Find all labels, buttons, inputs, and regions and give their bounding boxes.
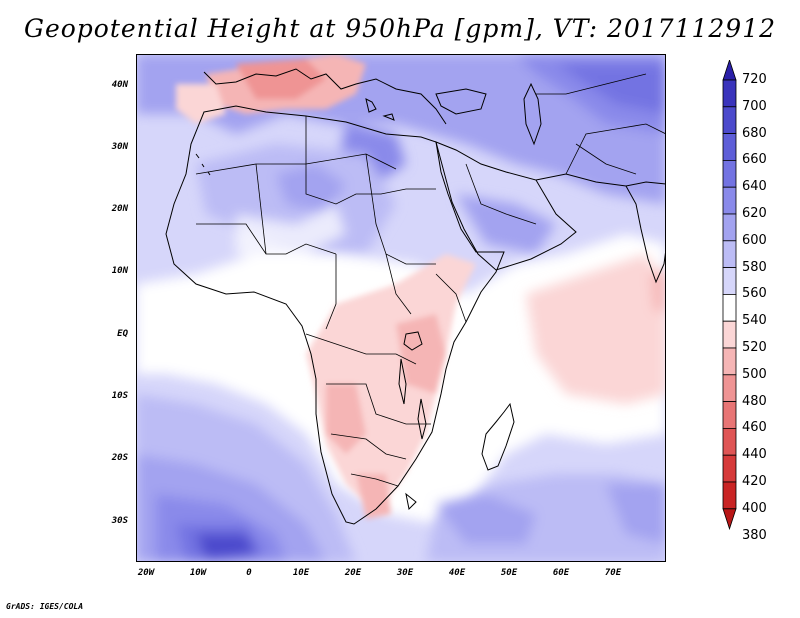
colorbar-label: 400 bbox=[742, 500, 767, 516]
colorbar-label: 520 bbox=[742, 340, 767, 355]
colorbar-swatch bbox=[722, 106, 737, 134]
lon-label-0: 0 bbox=[246, 568, 252, 578]
lon-label-10w: 10W bbox=[189, 568, 207, 578]
madagascar-coastline bbox=[481, 402, 515, 471]
lon-label-20e: 20E bbox=[344, 568, 362, 578]
colorbar-swatch bbox=[722, 186, 737, 215]
colorbar-bottom-arrow bbox=[722, 508, 737, 531]
colorbar-swatch bbox=[722, 133, 737, 161]
colorbar-label: 640 bbox=[742, 179, 767, 195]
map-title: Geopotential Height at 950hPa [gpm], VT:… bbox=[23, 14, 777, 43]
colorbar-label: 540 bbox=[742, 313, 767, 329]
map-frame bbox=[136, 54, 666, 562]
colorbar-swatch bbox=[722, 347, 737, 376]
colorbar-swatch bbox=[722, 374, 737, 402]
lake-victoria bbox=[403, 331, 423, 351]
colorbar-label: 680 bbox=[742, 125, 767, 141]
lat-label-10s: 10S bbox=[111, 391, 128, 401]
iran-coastline bbox=[535, 173, 666, 187]
colorbar-label: 720 bbox=[742, 72, 767, 87]
lake-tanganyika bbox=[398, 358, 407, 405]
colorbar-label: 420 bbox=[742, 474, 767, 489]
lat-label-20n: 20N bbox=[111, 204, 128, 214]
black-sea-coastline bbox=[435, 88, 487, 115]
lat-label-10n: 10N bbox=[111, 266, 128, 276]
colorbar-label: 660 bbox=[742, 152, 767, 168]
lon-label-10e: 10E bbox=[292, 568, 310, 578]
india-coastline bbox=[625, 185, 666, 284]
lake-malawi bbox=[417, 398, 427, 440]
lat-label-eq: EQ bbox=[117, 329, 128, 339]
field-south-blue bbox=[136, 394, 666, 562]
colorbar-swatch bbox=[722, 481, 737, 510]
colorbar-label: 600 bbox=[742, 232, 767, 248]
lon-label-60e: 60E bbox=[552, 568, 570, 578]
coastlines bbox=[165, 68, 666, 525]
lon-label-20w: 20W bbox=[137, 568, 155, 578]
arabia-coastline bbox=[435, 141, 577, 271]
colorbar-swatch bbox=[722, 427, 737, 456]
grads-credit: GrADS: IGES/COLA bbox=[6, 602, 84, 611]
lon-label-30e: 30E bbox=[396, 568, 414, 578]
lat-label-30s: 30S bbox=[111, 516, 128, 526]
lat-label-20s: 20S bbox=[111, 453, 128, 463]
colorbar-swatch bbox=[722, 240, 737, 269]
caspian-coastline bbox=[523, 82, 542, 146]
colorbar-label: 460 bbox=[742, 420, 767, 436]
colorbar-swatch bbox=[722, 213, 737, 242]
colorbar-swatch bbox=[722, 454, 737, 483]
field-europe-red bbox=[176, 54, 366, 124]
lat-label-40n: 40N bbox=[111, 80, 128, 90]
colorbar-swatch bbox=[722, 320, 737, 349]
lat-label-30n: 30N bbox=[111, 142, 128, 152]
field-indian-ocean-red bbox=[526, 254, 666, 404]
colorbar-top-arrow bbox=[722, 60, 737, 81]
colorbar-label: 620 bbox=[742, 206, 767, 221]
lon-label-40e: 40E bbox=[448, 568, 466, 578]
europe-coastline bbox=[203, 68, 447, 125]
colorbar-swatch bbox=[722, 293, 737, 322]
lon-label-70e: 70E bbox=[604, 568, 622, 578]
colorbar-label: 580 bbox=[742, 259, 767, 275]
colorbar-swatch bbox=[722, 267, 737, 295]
colorbar-label: 700 bbox=[742, 98, 767, 114]
colorbar-label: 560 bbox=[742, 286, 767, 302]
geopotential-map bbox=[136, 54, 666, 562]
colorbar-swatch bbox=[722, 79, 737, 108]
colorbar-label: 380 bbox=[742, 527, 767, 543]
colorbar-swatch bbox=[722, 401, 737, 429]
lon-label-50e: 50E bbox=[500, 568, 518, 578]
colorbar-label: 480 bbox=[742, 393, 767, 409]
colorbar-label: 440 bbox=[742, 447, 767, 463]
colorbar-swatch bbox=[722, 160, 737, 188]
colorbar bbox=[722, 60, 737, 531]
colorbar-label: 500 bbox=[742, 366, 767, 382]
africa-coastline bbox=[165, 105, 505, 525]
